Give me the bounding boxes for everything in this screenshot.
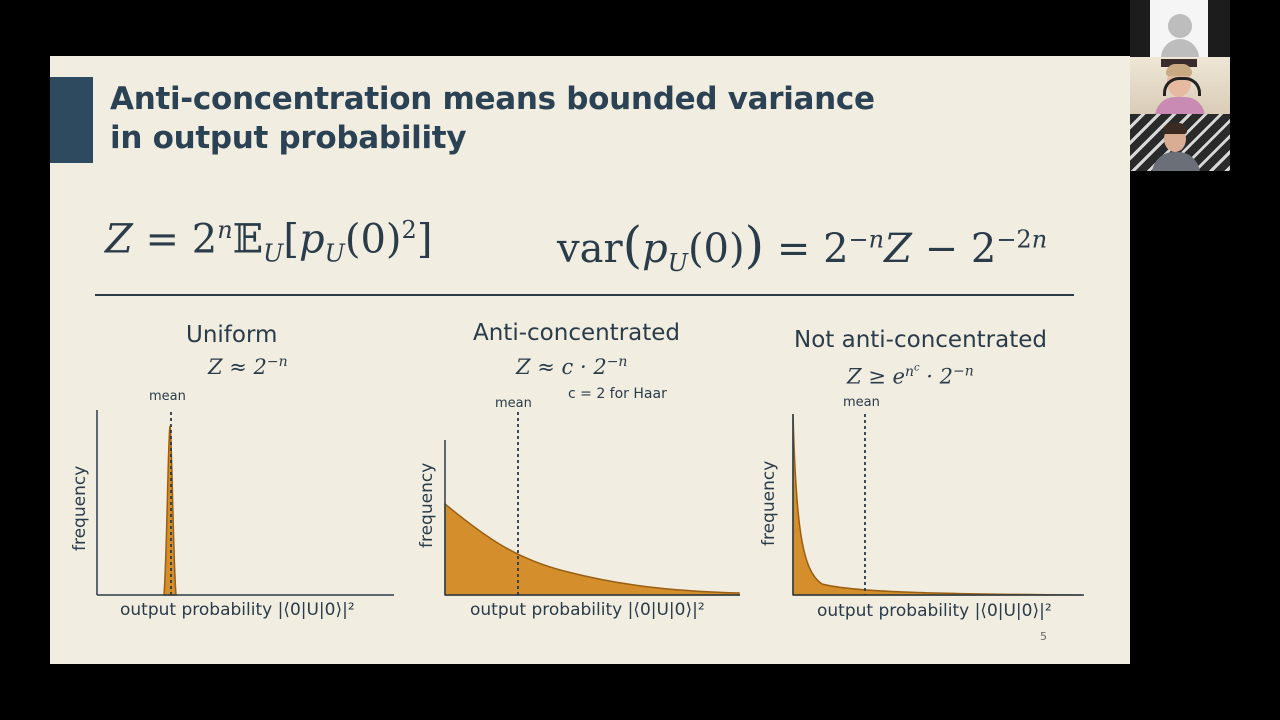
panel-title-not-anti-concentrated: Not anti-concentrated [794,327,1047,353]
panel-title-anti-concentrated: Anti-concentrated [473,320,681,346]
video-tile-participant-2[interactable] [1130,114,1230,171]
video-tile-avatar[interactable] [1130,0,1230,57]
y-axis-label: frequency [417,462,437,548]
mean-label: mean [149,389,186,404]
equation-z: Z = 2n𝔼U[pU(0)2] [105,216,433,268]
mean-label: mean [843,395,880,410]
video-tile-participant-1[interactable] [1130,57,1230,114]
y-axis-label: frequency [70,465,90,551]
x-axis-label: output probability |⟨0|U|0⟩|² [817,601,1052,621]
panel-formula-uniform: Z ≈ 2−n [208,354,288,379]
slide-title-line-2: in output probability [110,120,467,156]
title-accent-bar [50,77,93,163]
divider-rule [95,294,1074,296]
panel-formula-not-anti-concentrated: Z ≥ enc · 2−n [847,362,974,389]
panel-note-haar: c = 2 for Haar [568,386,667,402]
plot-uniform [96,410,394,596]
slide-title-line-1: Anti-concentration means bounded varianc… [110,81,875,117]
plot-not-anti-concentrated [792,413,1084,596]
y-axis-label: frequency [759,460,779,546]
headset-icon [1163,77,1201,96]
panel-title-uniform: Uniform [186,322,278,348]
distribution-exponential [444,502,740,596]
x-axis-label: output probability |⟨0|U|0⟩|² [470,600,705,620]
slide: Anti-concentration means bounded varianc… [50,56,1130,664]
page-number: 5 [1040,630,1047,643]
avatar-icon [1168,14,1192,38]
distribution-heavy-concentrated [792,413,1083,596]
distribution-peak [163,425,177,596]
panel-formula-anti-concentrated: Z ≈ c · 2−n [516,354,628,379]
slide-title: Anti-concentration means bounded varianc… [110,80,1010,158]
mean-label: mean [495,396,532,411]
x-axis-label: output probability |⟨0|U|0⟩|² [120,600,355,620]
equation-variance: var(pU(0)) = 2−nZ − 2−2n [557,216,1048,277]
plot-anti-concentrated [444,412,740,596]
